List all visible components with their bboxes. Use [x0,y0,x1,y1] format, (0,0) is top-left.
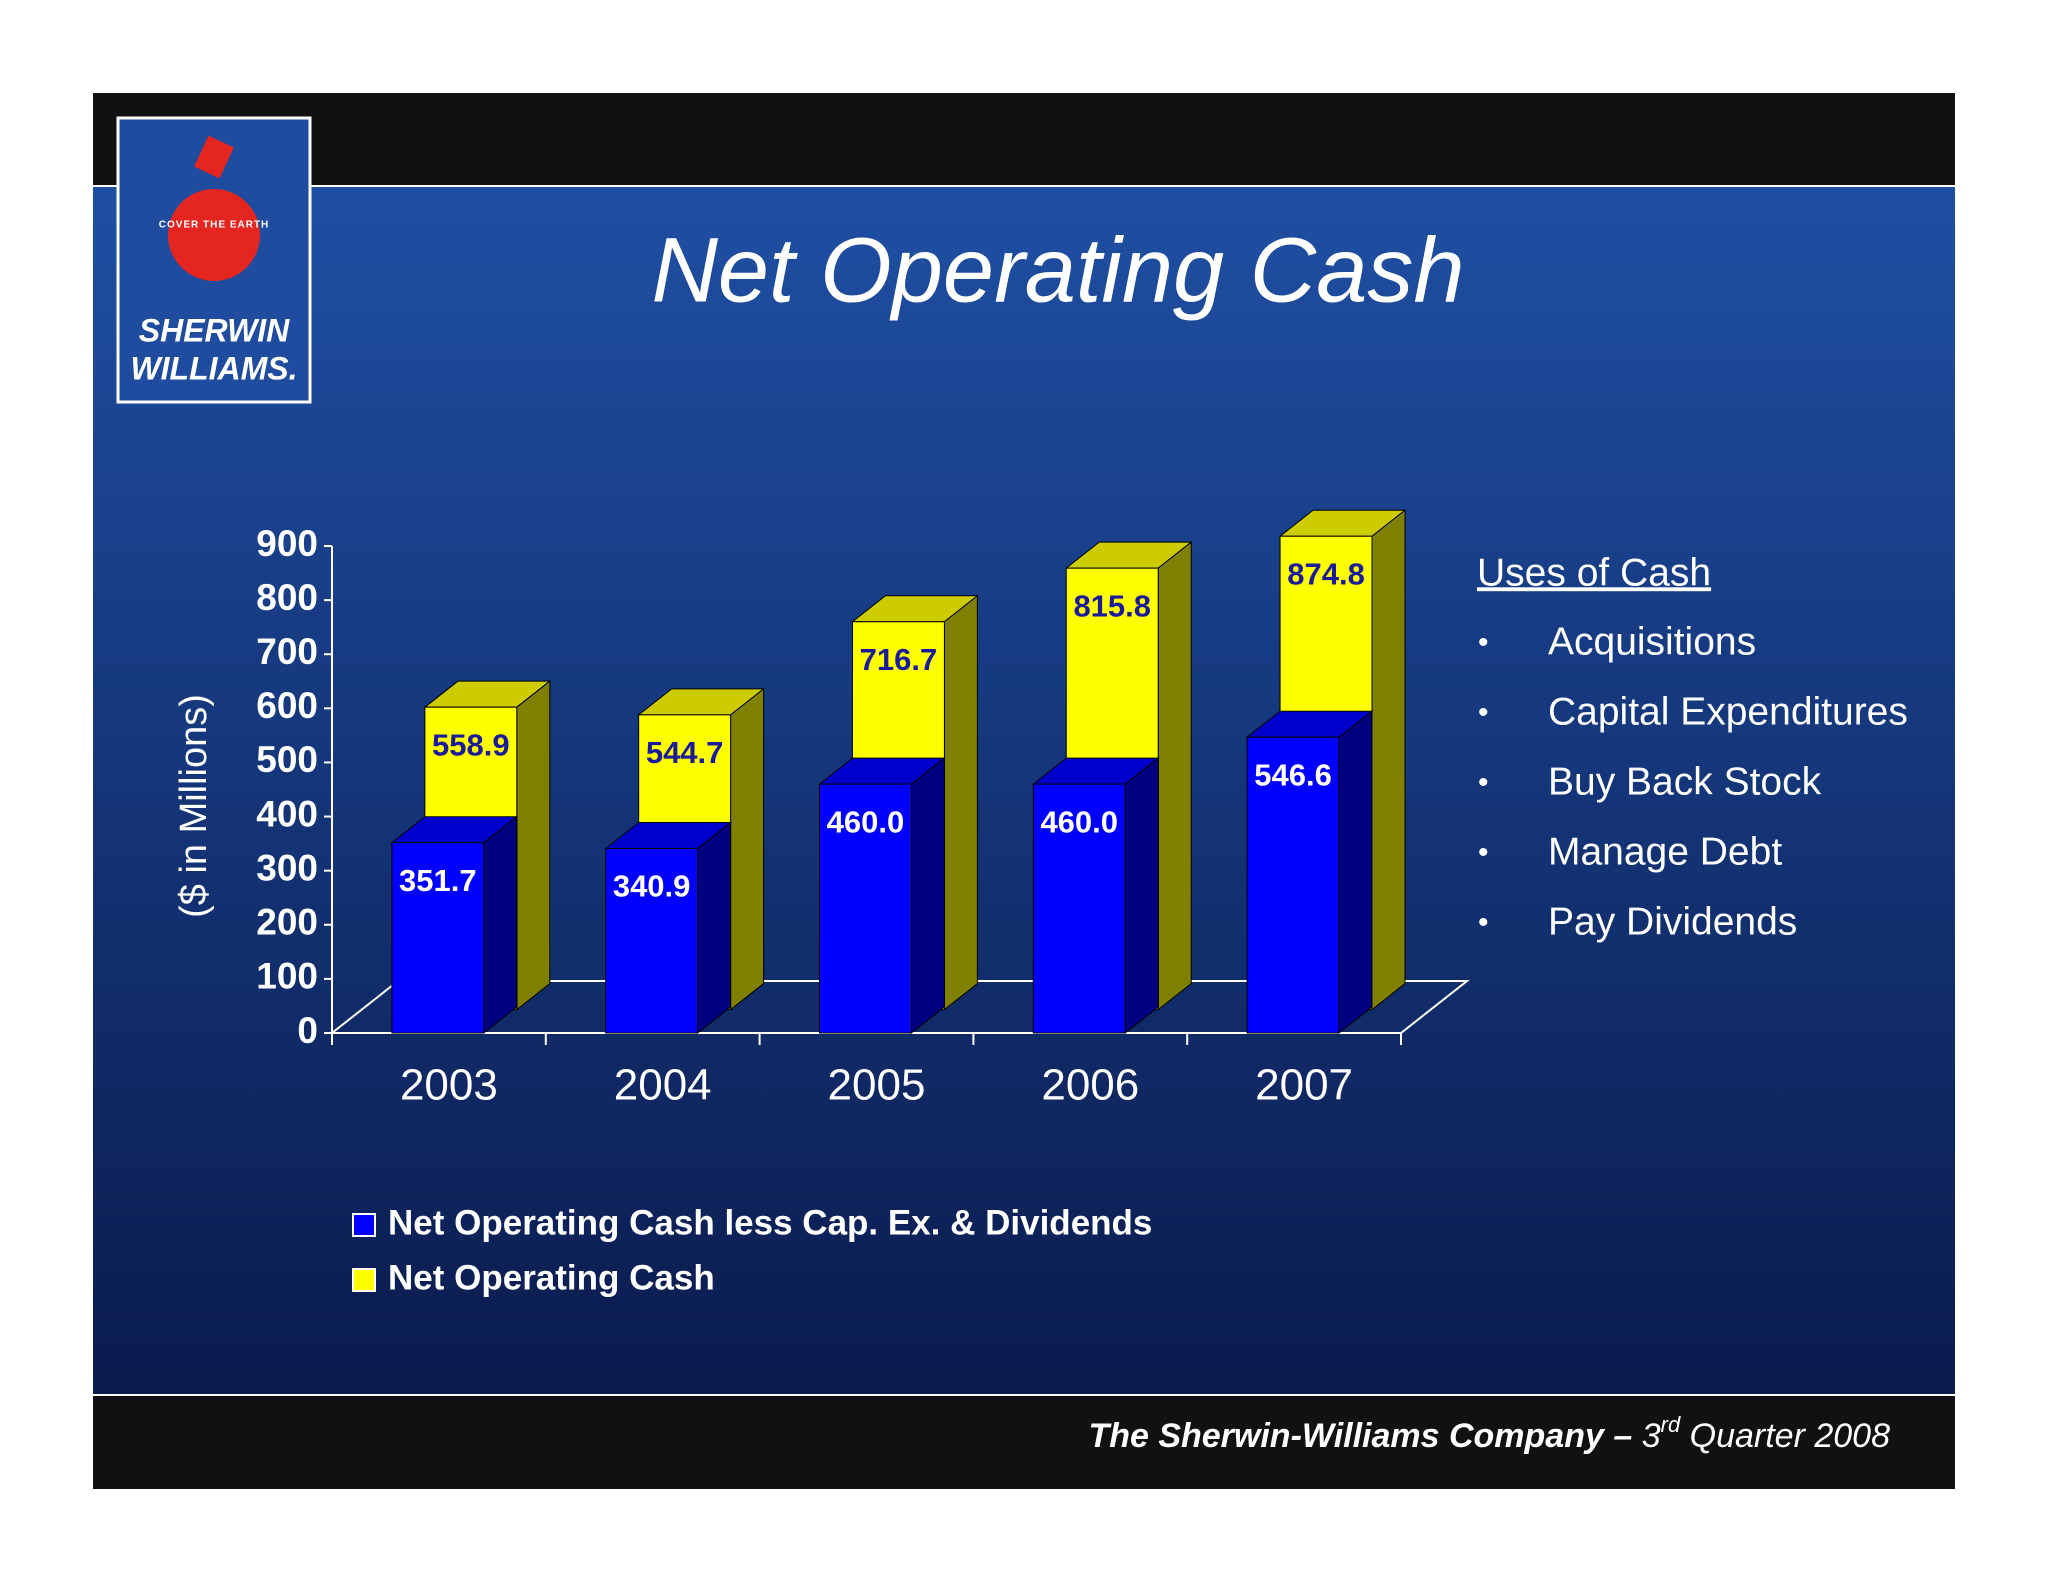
x-tick-label: 2007 [1255,1061,1353,1110]
legend-label: Net Operating Cash [388,1258,715,1297]
footer-company: The Sherwin-Williams Company – [1088,1417,1632,1455]
y-tick-label: 100 [256,956,318,997]
uses-item: Buy Back Stock [1548,760,1822,803]
value-label: 460.0 [827,804,905,839]
bar [1032,783,1126,1034]
footer-rest: Quarter 2008 [1690,1417,1890,1455]
bar-side [697,821,732,1035]
footer-number: 3 [1642,1417,1661,1455]
bullet: • [1478,626,1489,659]
uses-item: Pay Dividends [1548,900,1797,943]
body-panel [93,185,1955,1395]
bullet: • [1478,696,1489,729]
bar-side [1157,541,1192,1011]
y-tick-label: 400 [256,793,318,834]
y-tick-label: 300 [256,847,318,888]
bar-side [730,687,765,1011]
x-tick-label: 2004 [614,1061,712,1110]
y-tick-label: 0 [297,1010,318,1051]
bottom-bar [93,1395,1955,1489]
chart-title: Net Operating Cash [651,219,1464,321]
y-tick-label: 200 [256,902,318,943]
y-tick-label: 700 [256,631,318,672]
logo-line1: SHERWIN [139,312,290,348]
bar [605,848,699,1034]
value-label: 716.7 [860,642,938,677]
value-label: 351.7 [399,863,477,898]
bar-side [1371,509,1406,1011]
bar [1246,736,1340,1034]
value-label: 544.7 [646,735,724,770]
x-tick-label: 2005 [828,1061,926,1110]
bullet: • [1478,906,1489,939]
legend-swatch [352,1213,376,1237]
value-label: 460.0 [1040,804,1118,839]
top-bar [93,93,1955,185]
bar [818,783,912,1034]
x-tick-label: 2003 [400,1061,498,1110]
value-label: 558.9 [432,727,510,762]
logo: COVER THE EARTH SHERWIN WILLIAMS. [116,116,312,404]
uses-item: Acquisitions [1548,620,1756,663]
y-axis-label: ($ in Millions) [173,694,215,918]
value-label: 874.8 [1287,556,1365,591]
value-label: 340.9 [613,869,691,904]
bar-side [1124,757,1159,1035]
bullet: • [1478,766,1489,799]
bar-side [910,757,945,1035]
x-tick-label: 2006 [1041,1061,1139,1110]
uses-heading: Uses of Cash [1477,551,1711,594]
footer-suffix: rd [1661,1412,1681,1437]
y-tick-label: 800 [256,577,318,618]
uses-item: Manage Debt [1548,830,1782,873]
y-tick-label: 900 [256,523,318,564]
bar-side [516,680,551,1011]
bar-side [943,594,978,1011]
legend-swatch [352,1268,376,1292]
value-label: 546.6 [1254,757,1332,792]
y-tick-label: 600 [256,685,318,726]
logo-line2: WILLIAMS. [130,350,297,386]
legend-label: Net Operating Cash less Cap. Ex. & Divid… [388,1203,1152,1242]
bar [391,842,485,1034]
bar-side [1338,710,1373,1035]
uses-item: Capital Expenditures [1548,690,1908,733]
logo-globe-text: COVER THE EARTH [159,220,270,231]
footer-text: The Sherwin-Williams Company – 3rd Quart… [1088,1405,1890,1455]
bar-side [483,815,518,1035]
bullet: • [1478,836,1489,869]
y-tick-label: 500 [256,739,318,780]
value-label: 815.8 [1073,588,1151,623]
